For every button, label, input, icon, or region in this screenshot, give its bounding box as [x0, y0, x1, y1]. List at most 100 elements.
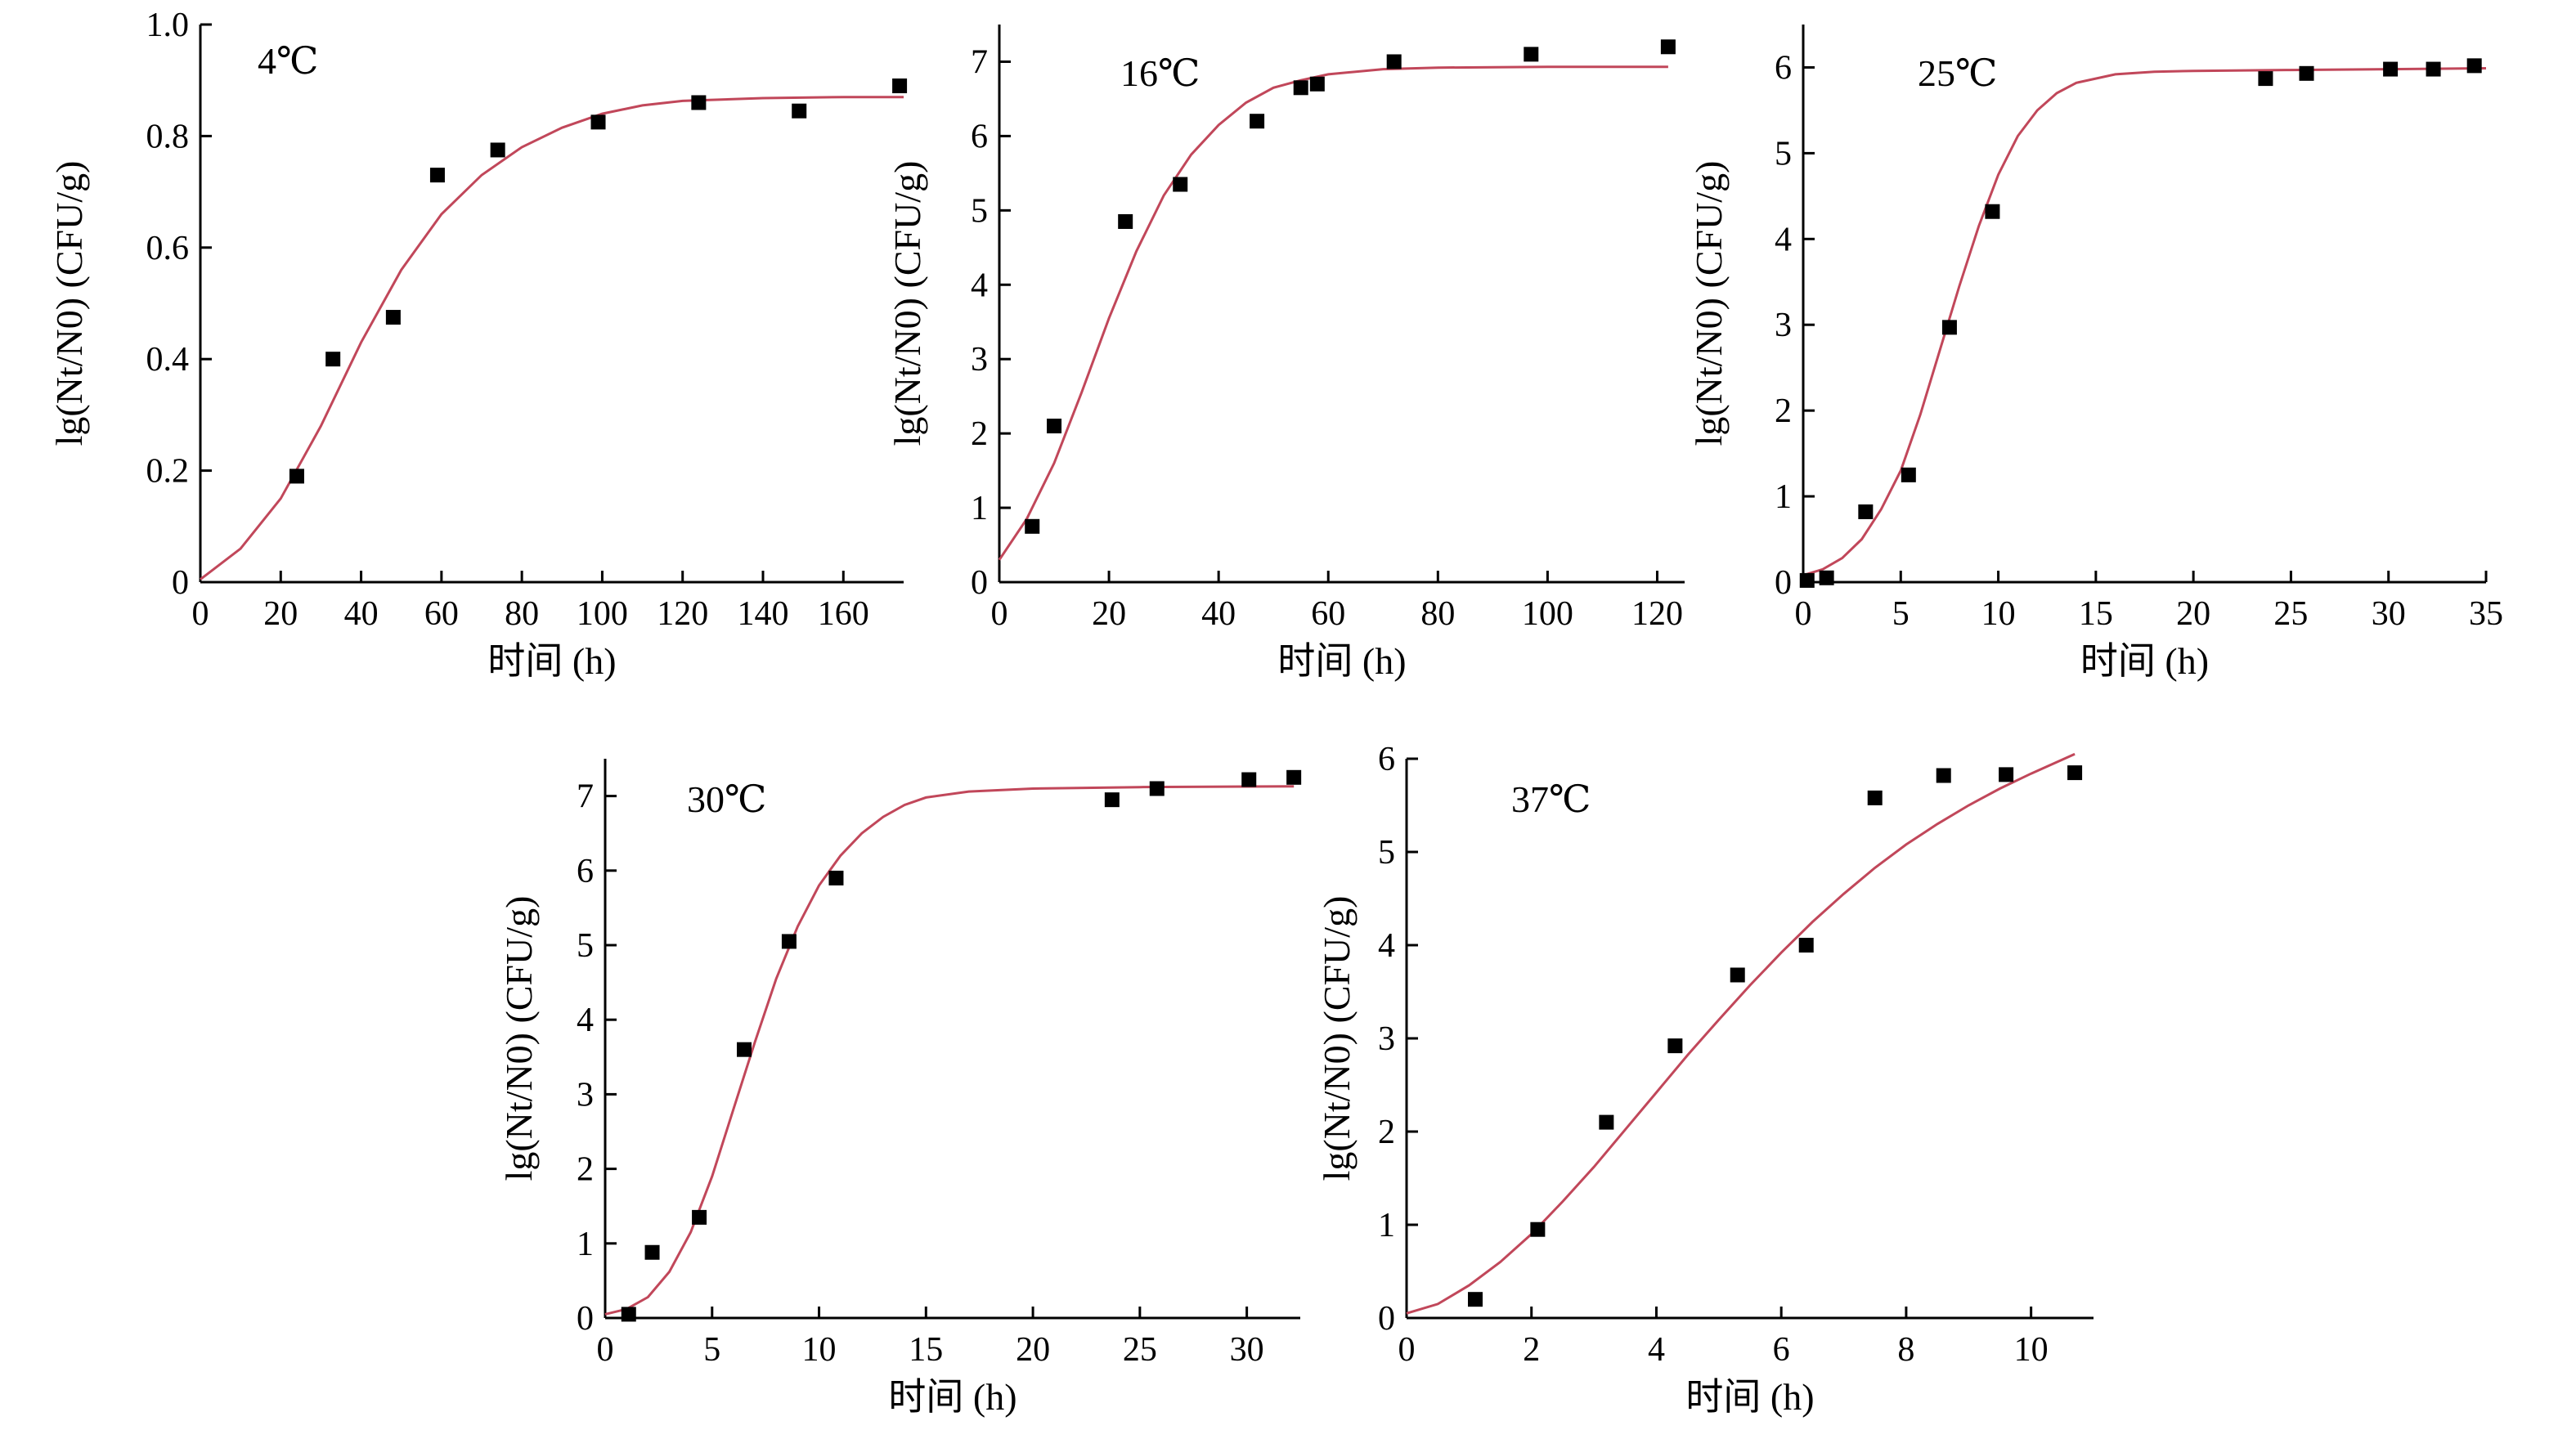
- x-axis-label: 时间 (h): [487, 640, 616, 682]
- panel-temperature-label: 25℃: [1918, 52, 1997, 94]
- data-point: [1530, 1222, 1546, 1237]
- data-point: [1286, 769, 1302, 785]
- y-tick-label: 4: [1775, 221, 1792, 258]
- y-axis-label: lg(Nt/N0) (CFU/g): [1688, 161, 1730, 446]
- x-tick-label: 160: [818, 595, 869, 633]
- data-point: [1819, 570, 1834, 585]
- x-axis-label: 时间 (h): [1277, 640, 1406, 682]
- fitted-curve: [1802, 67, 2487, 577]
- data-point: [1118, 213, 1133, 229]
- y-tick-label: 6: [1378, 741, 1395, 778]
- y-tick-label: 1.0: [146, 7, 190, 44]
- y-tick-label: 0.6: [146, 230, 190, 267]
- y-tick-label: 2: [971, 415, 988, 453]
- y-tick-label: 5: [1775, 135, 1792, 173]
- chart-panel-4: 0 2 4 6 8 10 0 1 2 3 4 5 6 时间 (h) lg(Nt/N0) (CFU/g) 37℃: [1316, 741, 2094, 1418]
- x-tick-label: 120: [657, 595, 708, 633]
- y-tick-label: 0: [971, 564, 988, 602]
- data-point: [429, 168, 445, 183]
- x-tick-label: 5: [1892, 595, 1910, 633]
- x-tick-label: 80: [1420, 595, 1455, 633]
- x-tick-label: 0: [1795, 595, 1812, 633]
- data-point: [2383, 61, 2399, 77]
- y-tick-label: 6: [1775, 49, 1792, 87]
- x-tick-label: 20: [2176, 595, 2210, 633]
- y-tick-label: 4: [1378, 927, 1395, 965]
- data-point: [621, 1307, 636, 1322]
- x-tick-label: 40: [344, 595, 379, 633]
- data-point: [1999, 767, 2014, 782]
- x-tick-label: 30: [1230, 1331, 1264, 1369]
- data-point: [590, 114, 606, 130]
- y-axis-label: lg(Nt/N0) (CFU/g): [498, 896, 540, 1181]
- x-tick-label: 15: [2079, 595, 2113, 633]
- data-point: [1293, 80, 1308, 96]
- x-tick-label: 6: [1773, 1331, 1790, 1369]
- x-tick-label: 20: [263, 595, 298, 633]
- data-point: [1730, 967, 1745, 983]
- data-point: [2426, 61, 2441, 77]
- x-tick-label: 0: [991, 595, 1008, 633]
- chart-panel-0: 0 20 40 60 80 100 120 140 160 0 0.2 0.4 0.6 0.8 1.0 时间 …: [48, 7, 908, 682]
- x-tick-label: 20: [1092, 595, 1126, 633]
- y-axis-label: lg(Nt/N0) (CFU/g): [1316, 896, 1358, 1181]
- y-tick-label: 3: [1775, 307, 1792, 344]
- panel-temperature-label: 16℃: [1120, 52, 1200, 94]
- y-tick-label: 0: [1775, 564, 1792, 602]
- x-tick-label: 10: [1981, 595, 2016, 633]
- y-tick-label: 3: [577, 1076, 594, 1114]
- y-tick-label: 2: [577, 1151, 594, 1189]
- data-point: [1901, 467, 1916, 482]
- data-point: [1798, 938, 1814, 953]
- data-point: [1468, 1292, 1483, 1307]
- data-point: [289, 468, 304, 484]
- y-tick-label: 0.8: [146, 118, 190, 155]
- data-point: [1047, 419, 1062, 434]
- chart-panel-1: 0 20 40 60 80 100 120 0 1 2 3 4 5 6 7 时间 (h) lg(Nt/N0) (…: [886, 25, 1685, 682]
- data-point: [1104, 792, 1120, 808]
- y-axis-label: lg(Nt/N0) (CFU/g): [886, 161, 928, 446]
- data-point: [490, 142, 505, 158]
- x-axis-label: 时间 (h): [1685, 1376, 1814, 1418]
- data-point: [1660, 39, 1676, 55]
- data-point: [1173, 177, 1188, 192]
- y-tick-label: 4: [577, 1002, 594, 1039]
- x-axis-label: 时间 (h): [2080, 640, 2209, 682]
- x-tick-label: 140: [738, 595, 789, 633]
- x-tick-label: 60: [1311, 595, 1345, 633]
- data-point: [1799, 572, 1815, 588]
- data-point: [1867, 790, 1883, 805]
- data-point: [2299, 65, 2314, 81]
- x-tick-label: 4: [1648, 1331, 1665, 1369]
- chart-panel-2: 0 5 10 15 20 25 30 35 0 1 2 3 4 5 6 时间 (h) lg(Nt/N0) (CF…: [1688, 25, 2503, 682]
- x-tick-label: 100: [1522, 595, 1573, 633]
- y-tick-label: 7: [577, 778, 594, 816]
- y-axis-label: lg(Nt/N0) (CFU/g): [48, 161, 90, 446]
- y-tick-label: 6: [971, 118, 988, 155]
- data-point: [1858, 504, 1874, 519]
- x-tick-label: 20: [1016, 1331, 1050, 1369]
- data-point: [1250, 114, 1265, 129]
- panel-temperature-label: 30℃: [687, 778, 766, 820]
- data-point: [691, 95, 707, 110]
- y-tick-label: 0.4: [146, 341, 190, 379]
- y-tick-label: 3: [1378, 1020, 1395, 1058]
- data-point: [1667, 1038, 1683, 1054]
- data-point: [781, 934, 797, 949]
- x-tick-label: 5: [703, 1331, 720, 1369]
- x-tick-label: 10: [2014, 1331, 2049, 1369]
- data-point: [892, 78, 908, 94]
- y-tick-label: 2: [1378, 1114, 1395, 1151]
- y-tick-label: 5: [971, 192, 988, 230]
- y-tick-label: 0: [577, 1300, 594, 1338]
- data-point: [2258, 71, 2273, 87]
- data-point: [2466, 58, 2482, 74]
- panel-temperature-label: 37℃: [1511, 778, 1591, 820]
- y-tick-label: 3: [971, 341, 988, 379]
- y-tick-label: 0: [172, 564, 189, 602]
- data-point: [792, 103, 807, 119]
- x-tick-label: 15: [909, 1331, 943, 1369]
- y-tick-label: 1: [577, 1226, 594, 1263]
- fitted-curve: [200, 96, 904, 581]
